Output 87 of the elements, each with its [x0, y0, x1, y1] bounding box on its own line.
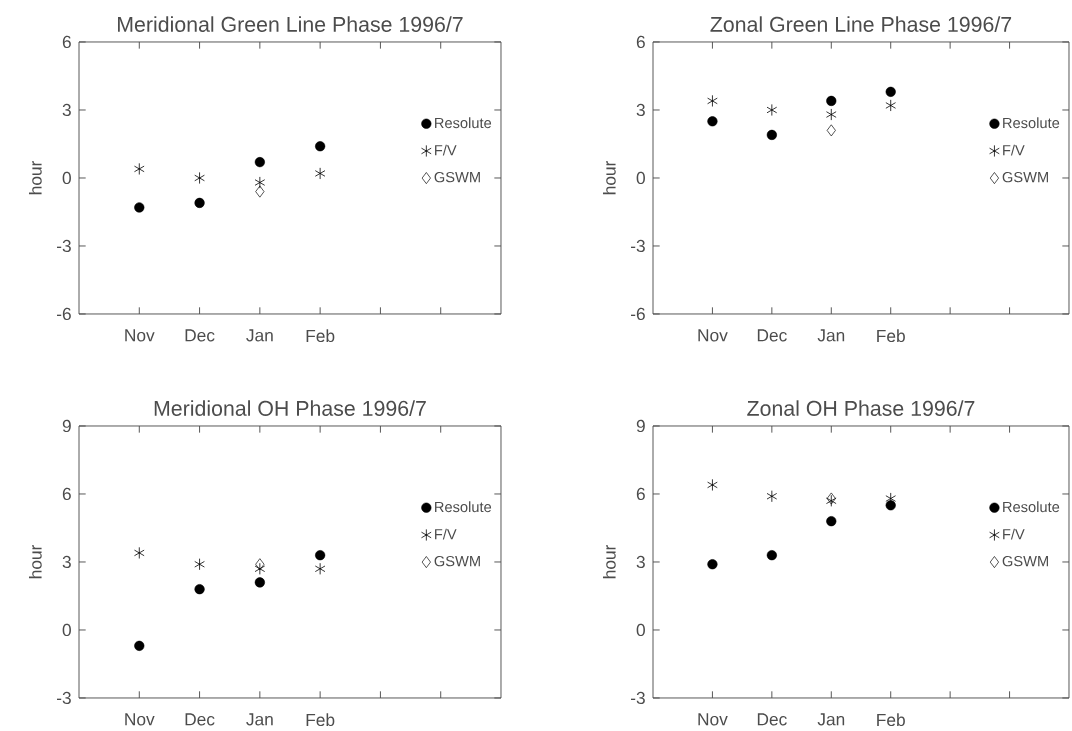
- legend-label: F/V: [1003, 528, 1025, 540]
- chart-title: Meridional OH Phase 1996/7: [154, 400, 426, 417]
- x-tick-label: Feb: [877, 329, 905, 343]
- point: [134, 202, 145, 213]
- x-tick-label: Nov: [698, 329, 728, 342]
- point: [134, 163, 145, 176]
- point: [194, 558, 205, 571]
- y-tick-label: 3: [636, 104, 645, 117]
- point: [134, 641, 145, 652]
- point: [766, 104, 778, 117]
- chart-title: Zonal OH Phase 1996/7: [747, 400, 975, 417]
- point: [766, 130, 777, 141]
- y-tick-label: 3: [62, 104, 71, 117]
- x-tick-label: Jan: [246, 713, 273, 726]
- legend-label: F/V: [1003, 144, 1025, 156]
- point: [314, 167, 326, 180]
- point: [314, 563, 326, 576]
- legend-label: Resolute: [435, 117, 492, 129]
- legend-label: F/V: [435, 528, 457, 540]
- x-tick-label: Dec: [185, 329, 215, 342]
- x-tick-label: Nov: [125, 713, 155, 726]
- y-tick-label: 0: [62, 624, 71, 637]
- point: [707, 95, 718, 108]
- point: [315, 141, 326, 152]
- legend-label: GSWM: [434, 556, 480, 567]
- y-tick-label: 9: [62, 420, 71, 433]
- y-tick-label: -3: [56, 692, 71, 705]
- point: [707, 116, 718, 127]
- y-tick-label: 3: [62, 556, 71, 569]
- point: [826, 96, 837, 107]
- point: [315, 550, 326, 561]
- point: [194, 172, 205, 185]
- point: [194, 584, 205, 595]
- legend-label: GSWM: [1002, 556, 1048, 567]
- point: [826, 108, 837, 121]
- y-tick-label: 0: [636, 624, 645, 637]
- legend-label: Resolute: [1003, 501, 1060, 513]
- x-tick-label: Feb: [306, 713, 335, 727]
- chart-title: Zonal Green Line Phase 1996/7: [710, 16, 1012, 33]
- y-tick-label: 0: [62, 172, 71, 185]
- x-tick-label: Feb: [306, 329, 335, 343]
- point: [885, 99, 896, 112]
- x-tick-label: Nov: [698, 713, 728, 726]
- point: [254, 157, 265, 168]
- point: [194, 198, 205, 209]
- point: [134, 547, 145, 560]
- y-axis-title: hour: [602, 161, 616, 195]
- y-tick-label: -3: [630, 240, 645, 253]
- legend-label: GSWM: [434, 172, 480, 183]
- legend-label: F/V: [435, 144, 457, 156]
- y-tick-label: 6: [636, 488, 645, 501]
- y-tick-label: -3: [630, 692, 645, 705]
- y-tick-label: 9: [636, 420, 645, 433]
- point: [766, 550, 777, 561]
- y-axis-title: hour: [28, 161, 42, 195]
- point: [255, 558, 265, 571]
- legend-label: Resolute: [1003, 117, 1060, 129]
- point: [885, 500, 896, 511]
- x-tick-label: Dec: [757, 713, 787, 726]
- x-tick-label: Dec: [185, 713, 215, 726]
- x-tick-label: Jan: [817, 329, 845, 342]
- y-tick-label: 3: [636, 556, 645, 569]
- point: [826, 516, 837, 527]
- y-tick-label: 6: [62, 488, 71, 501]
- x-tick-label: Nov: [125, 329, 155, 342]
- point: [254, 563, 266, 576]
- y-tick-label: 6: [636, 36, 645, 49]
- legend-label: GSWM: [1002, 172, 1048, 183]
- point: [826, 124, 836, 137]
- y-axis-title: hour: [602, 545, 616, 579]
- x-tick-label: Dec: [757, 329, 787, 342]
- legend-label: Resolute: [435, 501, 492, 513]
- y-tick-label: 0: [636, 172, 645, 185]
- point: [707, 479, 718, 492]
- x-tick-label: Jan: [246, 329, 273, 342]
- y-tick-label: 6: [62, 36, 71, 49]
- point: [707, 559, 718, 570]
- point: [766, 490, 778, 503]
- point: [254, 577, 265, 588]
- y-tick-label: -6: [630, 308, 645, 321]
- point: [885, 87, 896, 98]
- x-tick-label: Feb: [877, 713, 905, 727]
- y-axis-title: hour: [28, 545, 42, 579]
- chart-title: Meridional Green Line Phase 1996/7: [118, 16, 463, 33]
- x-tick-label: Jan: [817, 713, 845, 726]
- y-tick-label: -6: [56, 308, 71, 321]
- y-tick-label: -3: [56, 240, 71, 253]
